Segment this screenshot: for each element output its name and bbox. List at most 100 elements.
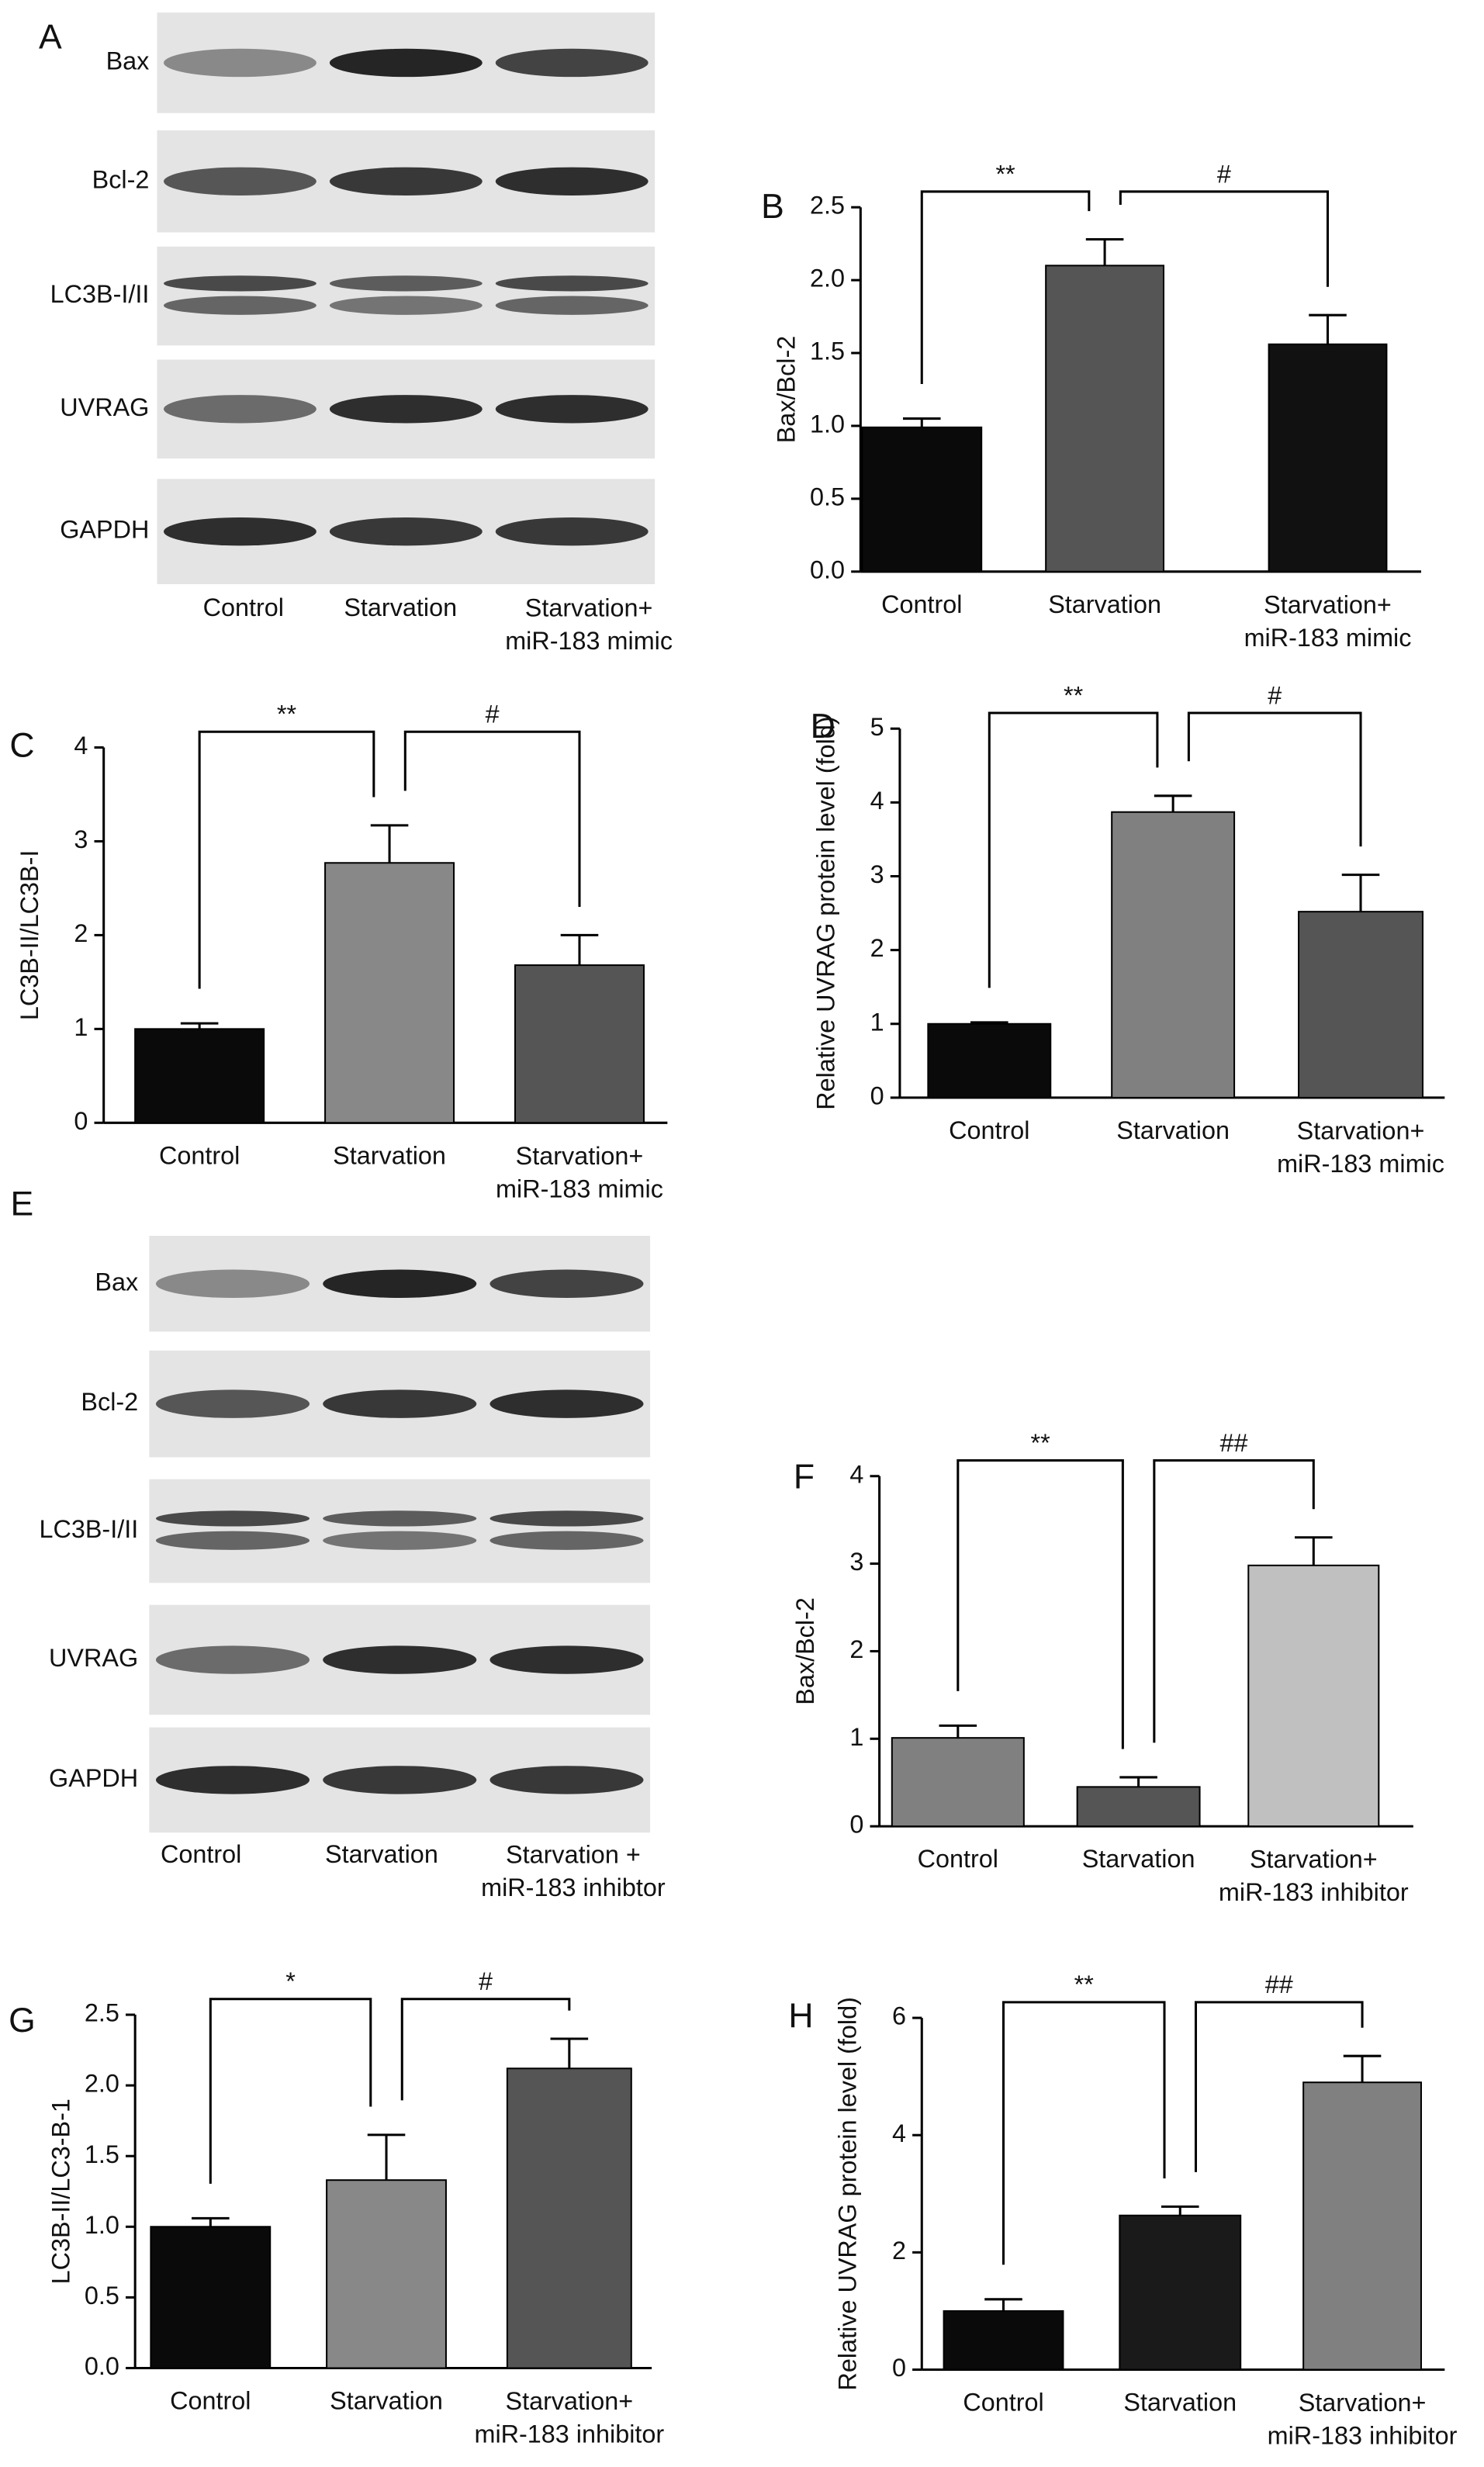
x-tick-label: Starvation (333, 1141, 446, 1169)
y-axis-label: LC3B-II/LC3-B-1 (47, 2099, 75, 2284)
bar (1111, 811, 1236, 1099)
y-tick-label: 1 (870, 1008, 884, 1036)
blot-band (323, 1531, 477, 1550)
blot-band (323, 1389, 477, 1418)
y-tick-label: 3 (849, 1548, 863, 1576)
significance-bracket (403, 730, 581, 907)
significance-label: * (285, 1967, 296, 1995)
y-axis-label: Bax/Bcl-2 (791, 1597, 819, 1705)
bar (506, 2067, 632, 2369)
panel-label: D (811, 708, 835, 746)
y-tick-label: 4 (74, 732, 88, 759)
y-tick-label: 0.5 (85, 2282, 119, 2310)
y-tick-label: 3 (870, 860, 884, 888)
error-bar (1161, 2205, 1199, 2216)
blot-row-label: UVRAG (60, 393, 149, 421)
error-bar (1085, 238, 1124, 266)
panel-label: F (794, 1458, 815, 1496)
blot-row-label: Bcl-2 (92, 165, 150, 193)
x-tick-label: Starvation (1082, 1845, 1195, 1873)
error-bar (984, 2298, 1022, 2311)
x-tick-label: Starvation (1123, 2389, 1237, 2417)
bar (326, 2179, 447, 2369)
error-bar (367, 2133, 406, 2181)
x-tick-label: Control (918, 1845, 998, 1873)
blot-lane-label: Control (203, 593, 284, 621)
blot-band (164, 296, 317, 315)
y-tick-label: 0 (892, 2354, 906, 2382)
y-tick-label: 0.5 (810, 483, 845, 510)
blot-band (164, 167, 317, 196)
y-tick-label: 4 (892, 2119, 906, 2147)
blot-band (489, 1389, 644, 1418)
significance-label: ## (1220, 1429, 1248, 1457)
panel-label: E (11, 1185, 34, 1223)
significance-bracket (1187, 711, 1362, 847)
significance-bracket (400, 1998, 571, 2101)
y-tick-label: 4 (870, 787, 884, 815)
significance-bracket (1002, 2001, 1166, 2265)
blot-band (155, 1645, 310, 1674)
significance-bracket (956, 1458, 1124, 1749)
blot-band (489, 1510, 644, 1527)
error-bar (180, 1022, 219, 1029)
bar (324, 862, 455, 1124)
panel-label: C (9, 726, 34, 764)
x-tick-label: Starvation (1116, 1116, 1230, 1144)
error-bar (370, 824, 409, 863)
bar (1045, 265, 1165, 573)
error-bar (1295, 1536, 1333, 1566)
significance-bracket (920, 190, 1091, 385)
blot-band (323, 1269, 477, 1298)
bar (927, 1022, 1052, 1099)
error-bar (902, 417, 941, 427)
x-tick-label: Control (963, 2389, 1043, 2417)
significance-label: ** (995, 160, 1015, 188)
blot-band (489, 1645, 644, 1674)
blot-lane-label: Starvation (344, 593, 457, 621)
blot-band (329, 167, 483, 196)
y-axis-label: Bax/Bcl-2 (773, 336, 801, 444)
x-tick-label: Starvation+ miR-183 inhibitor (474, 2387, 664, 2448)
y-tick-label: 0.0 (85, 2352, 119, 2380)
bar (134, 1028, 265, 1124)
bar (943, 2310, 1064, 2371)
blot-band (329, 275, 483, 292)
blot-row-label: Bax (106, 47, 150, 75)
y-axis-label: LC3B-II/LC3B-I (16, 850, 43, 1021)
blot-strip (149, 1479, 651, 1583)
bar (1247, 1564, 1380, 1828)
y-tick-label: 2 (870, 934, 884, 962)
y-tick-label: 2 (74, 919, 88, 947)
y-tick-label: 0.0 (810, 555, 845, 583)
x-tick-label: Starvation+ miR-183 mimic (1277, 1116, 1444, 1178)
error-bar (970, 1021, 1008, 1024)
significance-label: ** (1030, 1429, 1050, 1457)
y-tick-label: 0 (849, 1811, 863, 1839)
y-tick-label: 1.0 (810, 410, 845, 438)
blot-row-label: GAPDH (49, 1764, 138, 1792)
y-tick-label: 2.5 (810, 192, 845, 220)
x-tick-label: Control (881, 590, 962, 618)
blot-band (155, 1389, 310, 1418)
blot-band (495, 395, 649, 424)
y-axis-label: Relative UVRAG protein level (fold) (834, 1997, 862, 2390)
x-tick-label: Control (159, 1141, 240, 1169)
blot-band (329, 296, 483, 315)
y-tick-label: 4 (849, 1460, 863, 1488)
blot-band (329, 517, 483, 546)
blot-band (323, 1766, 477, 1794)
blot-row-label: Bcl-2 (81, 1388, 138, 1416)
blot-lane-label: Control (161, 1840, 241, 1868)
significance-bracket (1153, 1458, 1315, 1743)
blot-band (323, 1510, 477, 1527)
blot-row-label: UVRAG (49, 1644, 138, 1672)
bar (1268, 343, 1388, 573)
blot-band (495, 296, 649, 315)
y-tick-label: 6 (892, 2002, 906, 2030)
significance-label: # (1217, 160, 1231, 188)
y-tick-label: 0 (74, 1107, 88, 1135)
y-tick-label: 2 (892, 2237, 906, 2265)
bar (1298, 911, 1423, 1099)
blot-row-label: GAPDH (60, 516, 149, 544)
